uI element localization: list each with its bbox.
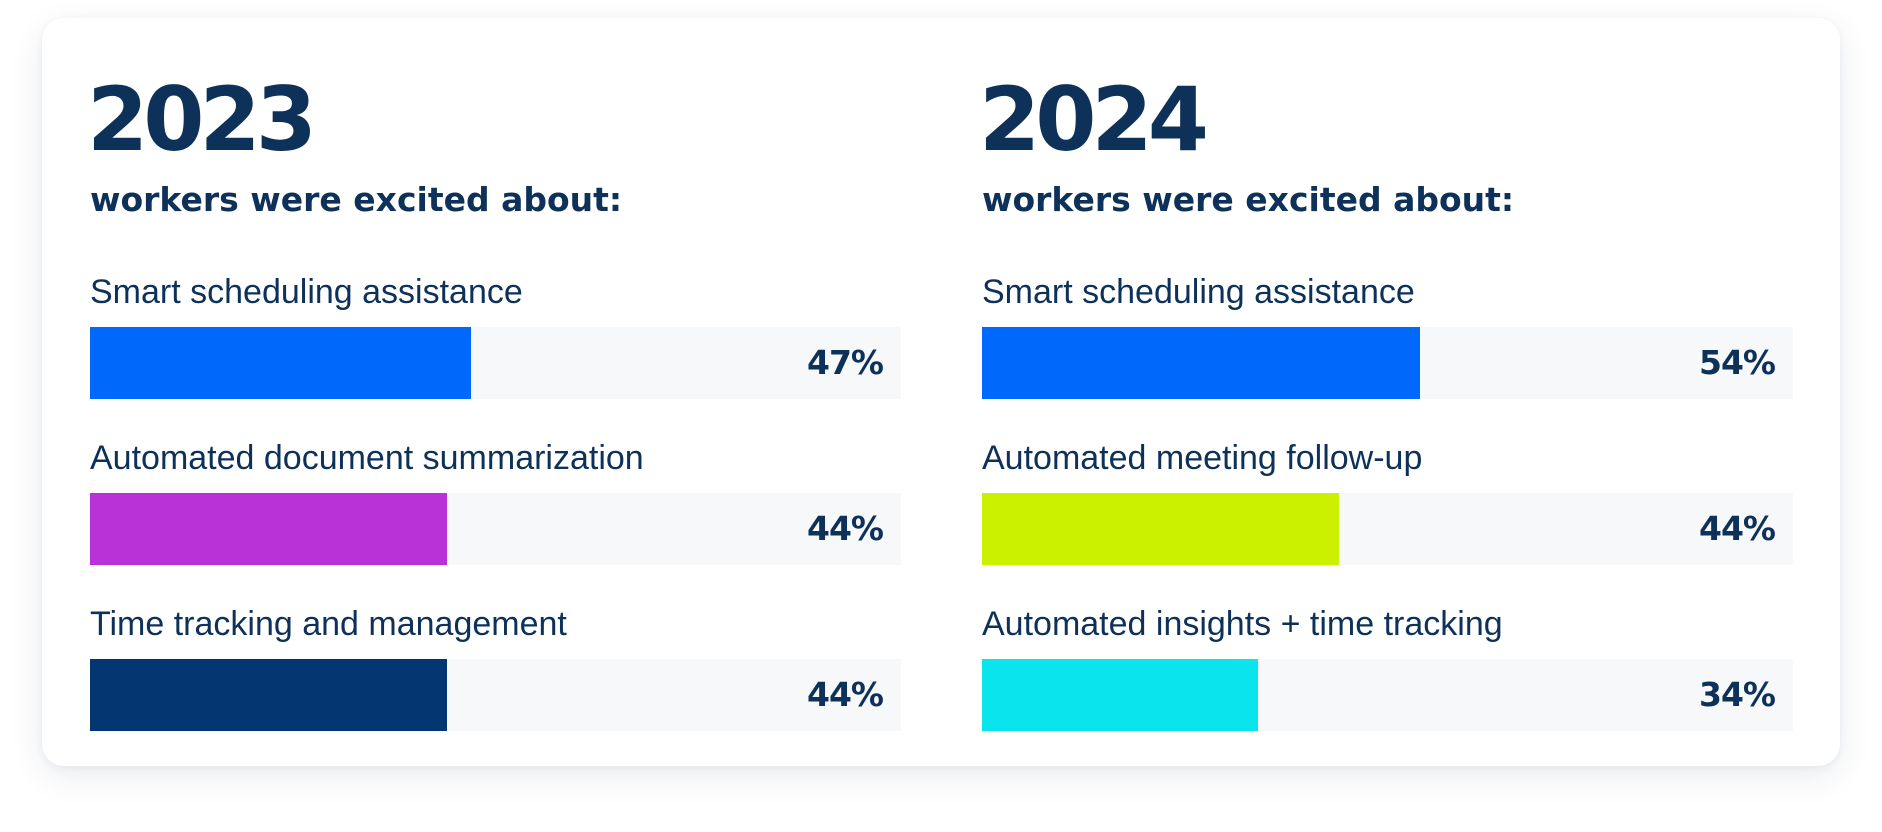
chart-panel-2023: 2023 workers were excited about: Smart s… [87, 18, 901, 766]
bar-value-label: 47% [807, 343, 884, 382]
bar [982, 659, 1258, 731]
bar-value-label: 44% [1699, 509, 1776, 548]
bar [90, 493, 447, 565]
bar [982, 493, 1339, 565]
bar-value-label: 34% [1699, 675, 1776, 714]
bar-category-label: Automated insights + time tracking [982, 605, 1503, 643]
chart-subtitle: workers were excited about: [982, 180, 1515, 219]
bar-item: Automated insights + time tracking 34% [982, 604, 1793, 734]
bar-track: 54% [982, 327, 1793, 399]
bar-track: 44% [982, 493, 1793, 565]
bar-track: 47% [90, 327, 901, 399]
chart-panel-2024: 2024 workers were excited about: Smart s… [979, 18, 1793, 766]
bar-category-label: Time tracking and management [90, 605, 567, 643]
bar-item: Smart scheduling assistance 47% [90, 272, 901, 402]
bar-item: Time tracking and management 44% [90, 604, 901, 734]
bar [90, 659, 447, 731]
chart-subtitle: workers were excited about: [90, 180, 623, 219]
bar-value-label: 44% [807, 675, 884, 714]
bar-track: 44% [90, 493, 901, 565]
bar-item: Automated document summarization 44% [90, 438, 901, 568]
bar-item: Automated meeting follow-up 44% [982, 438, 1793, 568]
bar-value-label: 54% [1699, 343, 1776, 382]
bar-category-label: Automated document summarization [90, 439, 644, 477]
bar-item: Smart scheduling assistance 54% [982, 272, 1793, 402]
bar-track: 44% [90, 659, 901, 731]
chart-card: 2023 workers were excited about: Smart s… [42, 18, 1840, 766]
chart-title: 2023 [87, 68, 317, 171]
bar [982, 327, 1420, 399]
bar-value-label: 44% [807, 509, 884, 548]
bar-track: 34% [982, 659, 1793, 731]
bar-category-label: Smart scheduling assistance [90, 273, 523, 311]
chart-title: 2024 [979, 68, 1209, 171]
bar [90, 327, 472, 399]
bar-category-label: Automated meeting follow-up [982, 439, 1423, 477]
bar-category-label: Smart scheduling assistance [982, 273, 1415, 311]
